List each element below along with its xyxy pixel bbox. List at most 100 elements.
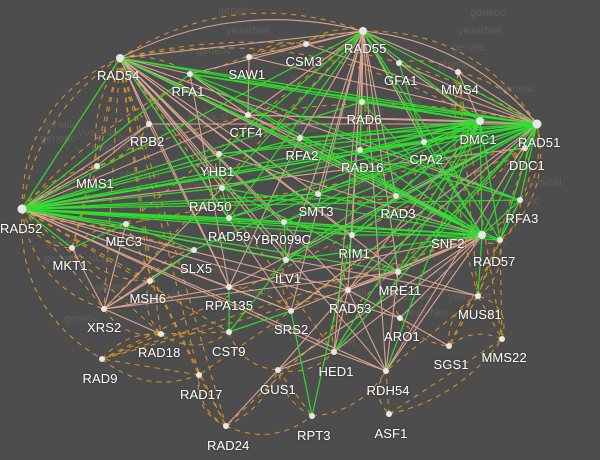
watermark-text: physical xyxy=(522,177,562,189)
graph-node-xrs2[interactable] xyxy=(101,306,107,312)
graph-node-mms1[interactable] xyxy=(94,163,100,169)
graph-node-cpa2[interactable] xyxy=(421,139,427,145)
graph-node-rfa2[interactable] xyxy=(297,135,303,141)
graph-node-dmc1[interactable] xyxy=(476,117,484,125)
graph-node-ctf4[interactable] xyxy=(245,112,251,118)
graph-node-rad59[interactable] xyxy=(226,215,232,221)
edge-arc-genetic xyxy=(279,221,287,261)
edge-yeastnet xyxy=(189,73,301,139)
edge-physical xyxy=(119,30,364,59)
graph-node-mec3[interactable] xyxy=(123,221,129,227)
graph-node-rpb2[interactable] xyxy=(146,121,152,127)
edge-yeastnet xyxy=(395,123,538,197)
graph-node-mkt1[interactable] xyxy=(69,245,75,251)
edge-yeastnet xyxy=(317,120,481,195)
graph-node-rad57[interactable] xyxy=(497,237,503,243)
graph-node-rfa3[interactable] xyxy=(517,197,523,203)
edge-physical xyxy=(103,286,230,310)
edge-yeastnet xyxy=(362,30,538,125)
graph-node-snf2[interactable] xyxy=(478,231,486,239)
edge-arc-genetic xyxy=(103,308,162,336)
edge-yeastnet xyxy=(285,123,538,261)
graph-node-ddc1[interactable] xyxy=(522,145,528,151)
edge-layer xyxy=(21,12,542,435)
edge-yeastnet xyxy=(21,208,399,273)
graph-node-msh6[interactable] xyxy=(147,278,153,284)
edge-yeastnet xyxy=(21,153,220,210)
edge-arc-genetic xyxy=(197,374,227,427)
edge-physical xyxy=(247,30,364,116)
graph-node-rad52[interactable] xyxy=(17,204,27,214)
graph-node-rad54[interactable] xyxy=(116,54,124,62)
edge-yeastnet xyxy=(221,123,538,189)
graph-node-mus81[interactable] xyxy=(475,293,481,299)
edge-arc-genetic xyxy=(311,370,387,417)
graph-node-asf1[interactable] xyxy=(386,411,392,417)
graph-node-rad17[interactable] xyxy=(196,372,202,378)
graph-node-rad51[interactable] xyxy=(532,119,542,129)
edge-yeastnet xyxy=(193,193,319,251)
watermark-text: yeastNet xyxy=(226,25,269,37)
graph-node-rpa135[interactable] xyxy=(226,284,232,290)
graph-node-sgs1[interactable] xyxy=(446,343,452,349)
edge-physical xyxy=(333,234,483,353)
graph-node-aro1[interactable] xyxy=(397,315,403,321)
edge-physical xyxy=(277,351,335,371)
edge-yeastnet xyxy=(283,221,353,236)
graph-node-rad50[interactable] xyxy=(219,185,225,191)
edge-yeastnet xyxy=(477,234,483,297)
edge-arc-genetic xyxy=(21,57,121,210)
edge-yeastnet xyxy=(21,208,285,223)
edge-physical xyxy=(333,30,364,353)
edge-arc-genetic xyxy=(519,147,531,201)
graph-node-hed1[interactable] xyxy=(331,349,337,355)
graph-node-gfa1[interactable] xyxy=(396,60,402,66)
edge-genetic xyxy=(125,223,227,427)
graph-node-ybr099c[interactable] xyxy=(281,219,287,225)
graph-node-rdh54[interactable] xyxy=(383,368,389,374)
watermark-text: genetic xyxy=(42,119,78,131)
graph-node-mms4[interactable] xyxy=(455,69,461,75)
graph-node-ilv1[interactable] xyxy=(283,257,289,263)
graph-node-rad53[interactable] xyxy=(345,287,351,293)
edge-yeastnet xyxy=(395,195,483,236)
graph-node-rpt3[interactable] xyxy=(309,413,315,419)
edge-yeastnet xyxy=(361,101,483,236)
edge-physical xyxy=(385,234,483,372)
edge-physical xyxy=(21,208,401,319)
graph-node-rfa1[interactable] xyxy=(187,71,193,77)
graph-node-rad24[interactable] xyxy=(223,423,229,429)
edge-physical xyxy=(457,71,538,125)
graph-node-yhb1[interactable] xyxy=(216,151,222,157)
graph-node-srs2[interactable] xyxy=(288,308,294,314)
graph-node-smt3[interactable] xyxy=(315,191,321,197)
graph-node-gus1[interactable] xyxy=(275,367,281,373)
edge-genetic xyxy=(101,358,200,376)
graph-node-saw1[interactable] xyxy=(246,54,252,60)
graph-node-rad6[interactable] xyxy=(359,99,365,105)
graph-node-rim1[interactable] xyxy=(349,232,355,238)
watermark-text: genetic xyxy=(470,7,506,19)
graph-node-slx5[interactable] xyxy=(191,247,197,253)
graph-node-rad3[interactable] xyxy=(393,193,399,199)
edge-yeastnet xyxy=(351,120,481,236)
graph-node-rad55[interactable] xyxy=(359,27,367,35)
edge-yeastnet xyxy=(423,141,483,236)
node-layer[interactable] xyxy=(17,27,542,429)
graph-node-cst9[interactable] xyxy=(226,329,232,335)
graph-node-rad16[interactable] xyxy=(357,147,363,153)
edge-yeastnet xyxy=(479,120,483,236)
graph-node-mms22[interactable] xyxy=(499,336,505,342)
edge-yeastnet xyxy=(21,208,127,225)
edge-yeastnet xyxy=(479,120,538,125)
watermark-text: yeastNet xyxy=(458,25,501,37)
edge-arc-genetic xyxy=(448,295,479,347)
graph-node-mre11[interactable] xyxy=(395,269,401,275)
edge-yeastnet xyxy=(228,217,483,236)
graph-node-rad9[interactable] xyxy=(99,356,105,362)
edge-yeastnet xyxy=(119,57,501,241)
graph-node-rad18[interactable] xyxy=(158,331,164,337)
graph-node-csm3[interactable] xyxy=(303,41,309,47)
